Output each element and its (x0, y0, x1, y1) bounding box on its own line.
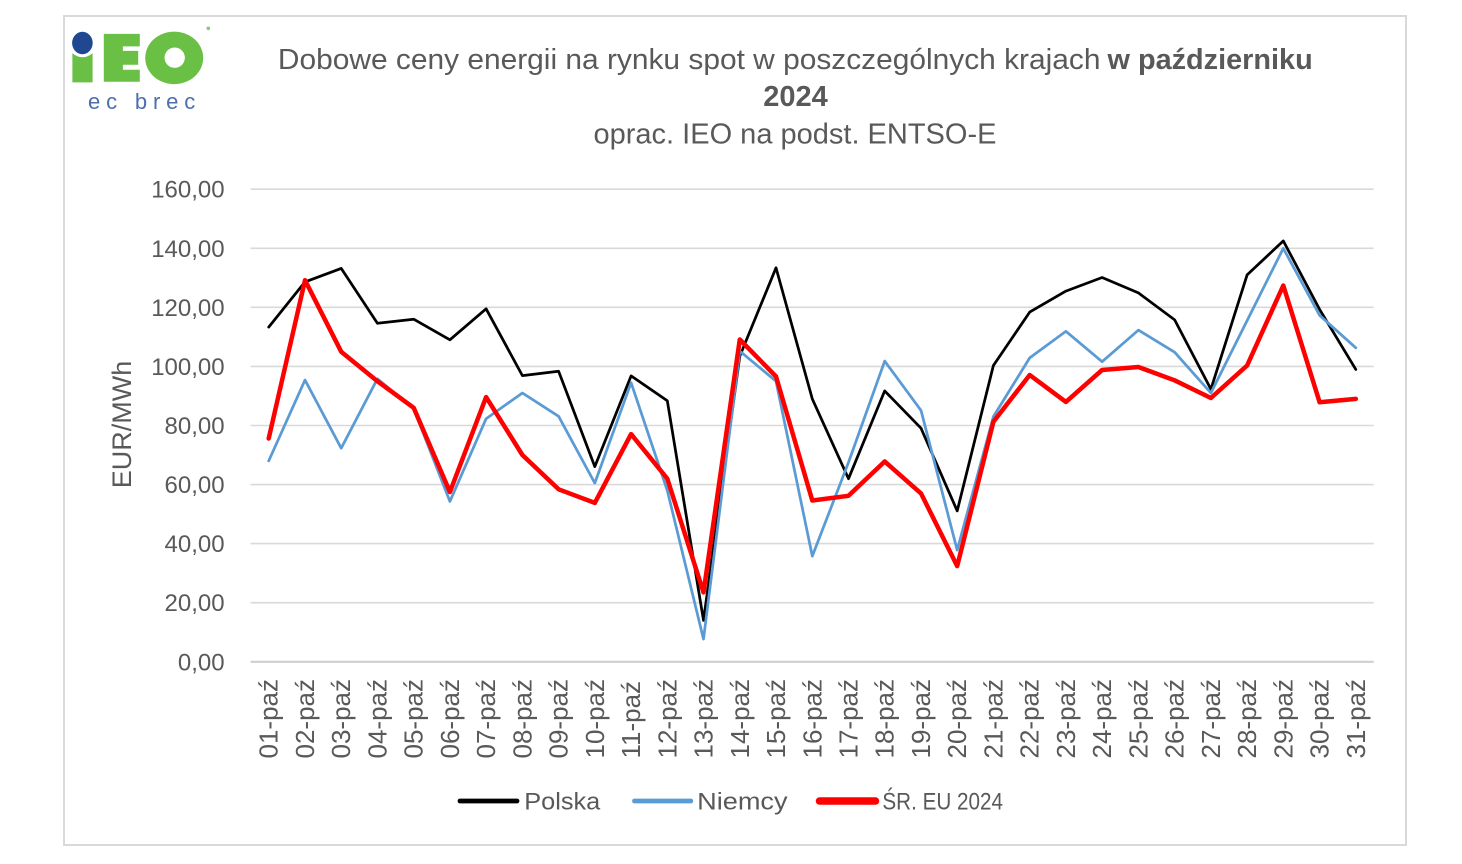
svg-text:27-paź: 27-paź (1196, 679, 1226, 759)
svg-text:120,00: 120,00 (151, 295, 224, 322)
svg-text:17-paź: 17-paź (834, 679, 864, 759)
svg-text:w październiku: w październiku (1107, 44, 1313, 76)
svg-text:ŚR. EU 2024: ŚR. EU 2024 (882, 788, 1003, 816)
svg-text:Polska: Polska (524, 789, 601, 816)
svg-text:60,00: 60,00 (165, 472, 225, 499)
svg-text:11-paź: 11-paź (616, 681, 646, 759)
svg-text:30-paź: 30-paź (1305, 679, 1335, 759)
svg-text:140,00: 140,00 (151, 236, 224, 263)
svg-text:05-paź: 05-paź (399, 679, 429, 759)
svg-text:24-paź: 24-paź (1087, 679, 1117, 759)
svg-text:26-paź: 26-paź (1160, 679, 1190, 759)
svg-text:04-paź: 04-paź (362, 679, 392, 759)
svg-text:100,00: 100,00 (151, 354, 224, 381)
svg-text:14-paź: 14-paź (725, 679, 755, 759)
svg-text:02-paź: 02-paź (290, 679, 320, 759)
svg-text:16-paź: 16-paź (797, 679, 827, 759)
svg-text:13-paź: 13-paź (689, 679, 719, 759)
svg-text:31-paź: 31-paź (1341, 679, 1371, 759)
svg-text:21-paź: 21-paź (978, 679, 1008, 759)
svg-text:28-paź: 28-paź (1232, 679, 1262, 759)
svg-text:Dobowe ceny energii na rynku s: Dobowe ceny energii na rynku spot w posz… (278, 44, 1101, 76)
svg-text:EUR/MWh: EUR/MWh (107, 361, 137, 489)
svg-text:06-paź: 06-paź (435, 679, 465, 759)
svg-text:18-paź: 18-paź (870, 679, 900, 759)
svg-text:ec brec: ec brec (88, 89, 201, 114)
svg-text:0,00: 0,00 (178, 649, 225, 676)
svg-text:01-paź: 01-paź (254, 679, 284, 759)
svg-text:03-paź: 03-paź (326, 679, 356, 759)
svg-text:80,00: 80,00 (165, 413, 225, 440)
svg-text:20-paź: 20-paź (942, 679, 972, 758)
svg-text:08-paź: 08-paź (507, 679, 537, 759)
svg-text:09-paź: 09-paź (544, 679, 574, 759)
svg-text:12-paź: 12-paź (652, 679, 682, 759)
svg-text:10-paź: 10-paź (580, 679, 610, 759)
svg-text:15-paź: 15-paź (761, 679, 791, 759)
svg-text:22-paź: 22-paź (1015, 679, 1045, 759)
svg-text:20,00: 20,00 (165, 590, 225, 617)
svg-text:40,00: 40,00 (165, 531, 225, 558)
svg-text:160,00: 160,00 (151, 177, 224, 204)
svg-text:oprac. IEO na podst. ENTSO-E: oprac. IEO na podst. ENTSO-E (594, 119, 997, 151)
svg-text:2024: 2024 (763, 81, 828, 113)
svg-text:07-paź: 07-paź (471, 679, 501, 759)
svg-text:29-paź: 29-paź (1268, 679, 1298, 759)
svg-text:23-paź: 23-paź (1051, 679, 1081, 759)
svg-text:Niemcy: Niemcy (697, 789, 788, 816)
svg-text:25-paź: 25-paź (1123, 679, 1153, 759)
svg-text:19-paź: 19-paź (906, 679, 936, 759)
